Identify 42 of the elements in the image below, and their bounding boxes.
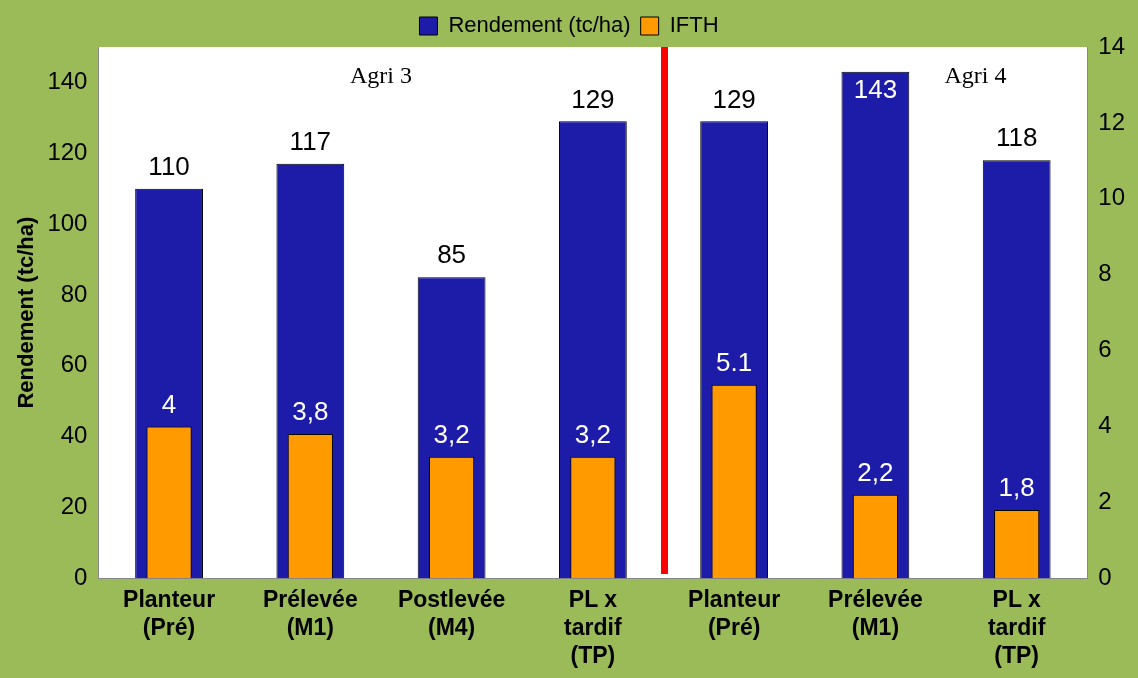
y2-tick-label: 6 bbox=[1098, 335, 1112, 363]
data-label: 3,2 bbox=[433, 418, 470, 449]
y2-tick-label: 0 bbox=[1098, 562, 1112, 590]
y2-tick-label: 12 bbox=[1098, 107, 1126, 135]
data-label: 1,8 bbox=[998, 472, 1035, 503]
y2-tick-label: 14 bbox=[1098, 31, 1126, 59]
y-tick-label: 60 bbox=[60, 350, 88, 378]
x-tick-label: Prélevée (M1) bbox=[828, 586, 923, 640]
data-label: 118 bbox=[995, 122, 1038, 153]
y-tick-label: 40 bbox=[60, 421, 88, 449]
data-label: 117 bbox=[289, 126, 332, 157]
data-label: 129 bbox=[571, 83, 615, 114]
annotation: Agri 3 bbox=[349, 62, 412, 89]
data-label: 4 bbox=[161, 388, 177, 419]
x-tick-label: Prélevée (M1) bbox=[263, 586, 358, 640]
data-label: 129 bbox=[712, 83, 756, 114]
y-tick-label: 100 bbox=[47, 208, 88, 236]
x-tick-label: Postlevée (M4) bbox=[397, 586, 506, 640]
y-tick-label: 120 bbox=[47, 137, 88, 165]
x-tick-label: PL x tardif (TP) bbox=[564, 586, 622, 668]
y2-tick-label: 8 bbox=[1098, 259, 1112, 287]
y-tick-label: 0 bbox=[74, 562, 88, 590]
x-tick-label: Planteur (Pré) bbox=[123, 586, 216, 640]
y-axis-title: Rendement (tc/ha) bbox=[13, 216, 39, 409]
x-tick-label: PL x tardif (TP) bbox=[987, 586, 1046, 668]
legend-label: Rendement (tc/ha) bbox=[448, 12, 631, 38]
data-label: 110 bbox=[148, 150, 190, 181]
y-tick-label: 80 bbox=[60, 279, 88, 307]
x-tick-label: Planteur (Pré) bbox=[688, 586, 781, 640]
y-tick-label: 20 bbox=[60, 492, 88, 519]
data-label: 2,2 bbox=[857, 456, 894, 487]
data-label: 3,2 bbox=[574, 418, 611, 449]
data-label: 85 bbox=[437, 239, 467, 270]
y2-tick-label: 2 bbox=[1098, 486, 1112, 514]
data-label: 5.1 bbox=[716, 346, 753, 377]
y-tick-label: 140 bbox=[47, 67, 88, 95]
y2-tick-label: 10 bbox=[1098, 183, 1126, 211]
legend-label: IFTH bbox=[669, 12, 719, 38]
data-label: 3,8 bbox=[292, 396, 329, 427]
data-label: 143 bbox=[853, 73, 898, 104]
annotation: Agri 4 bbox=[944, 62, 1007, 89]
y2-tick-label: 4 bbox=[1098, 411, 1112, 439]
